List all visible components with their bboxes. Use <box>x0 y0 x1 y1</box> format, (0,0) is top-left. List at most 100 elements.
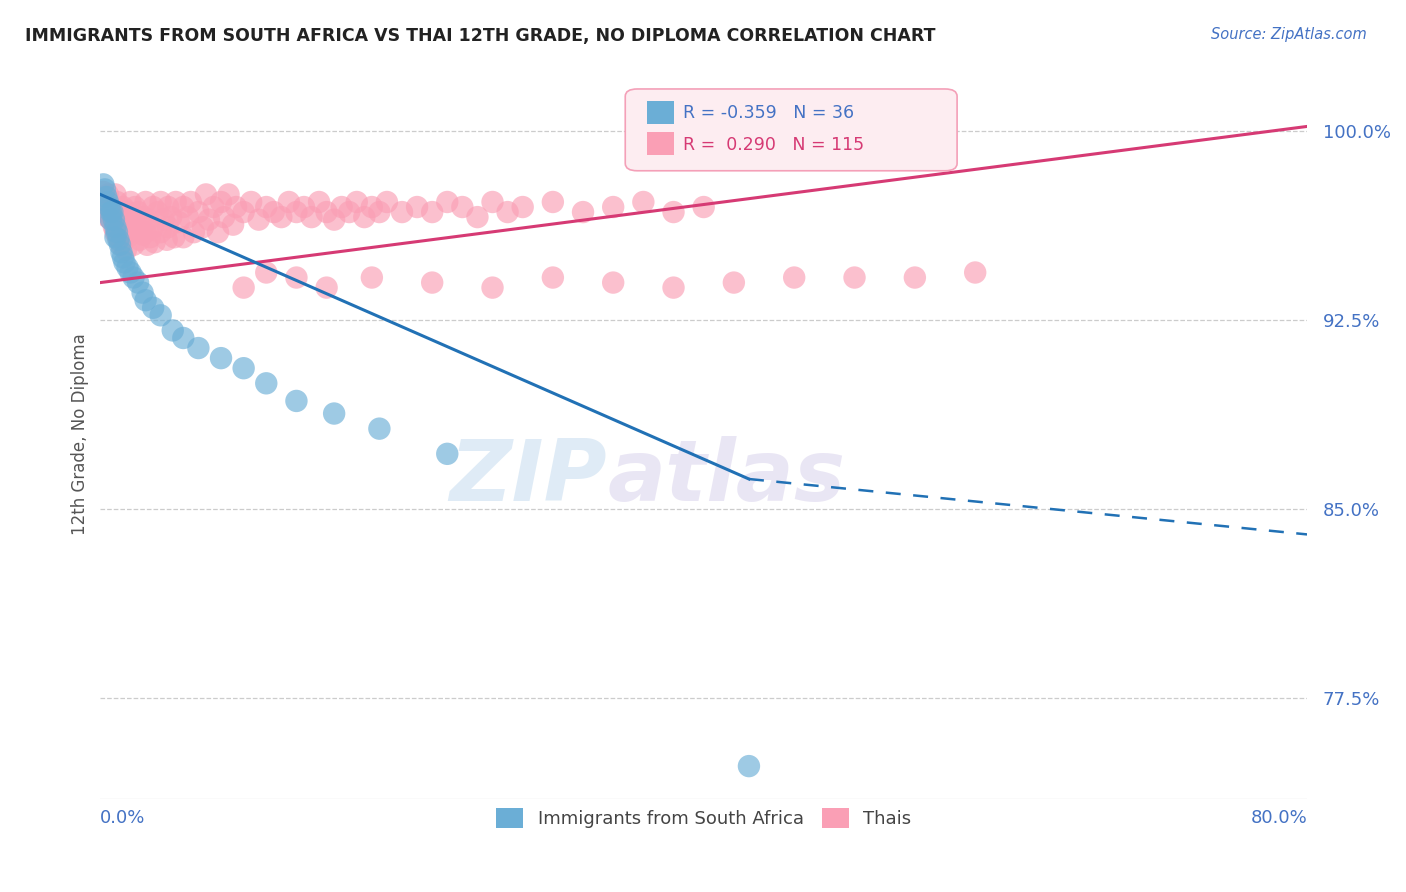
Point <box>198 212 221 227</box>
Point <box>142 220 165 235</box>
Point <box>111 200 134 214</box>
Point <box>107 205 129 219</box>
Point <box>139 230 162 244</box>
Point <box>965 266 987 280</box>
Point <box>121 212 143 227</box>
Point <box>114 255 136 269</box>
Point <box>692 200 714 214</box>
Point <box>420 276 443 290</box>
Point <box>346 194 368 209</box>
Point <box>156 233 179 247</box>
Point <box>132 210 155 224</box>
Point <box>662 205 685 219</box>
Point <box>120 266 142 280</box>
Point <box>149 308 172 322</box>
Point <box>177 210 200 224</box>
Point <box>187 341 209 355</box>
Point <box>103 212 125 227</box>
Point <box>94 194 117 209</box>
Point <box>127 276 149 290</box>
Text: atlas: atlas <box>607 436 845 519</box>
Point <box>183 225 205 239</box>
Point <box>104 220 127 235</box>
Point <box>149 225 172 239</box>
Point <box>263 205 285 219</box>
Point <box>110 237 132 252</box>
Point <box>315 280 337 294</box>
Point <box>496 205 519 219</box>
Point <box>254 376 277 391</box>
Point <box>209 194 232 209</box>
Point <box>662 280 685 294</box>
Point <box>541 270 564 285</box>
Point <box>360 270 382 285</box>
Point <box>633 194 655 209</box>
Point <box>292 200 315 214</box>
Point <box>172 230 194 244</box>
Point <box>436 447 458 461</box>
Point <box>481 194 503 209</box>
Point <box>285 393 308 408</box>
Point <box>111 225 134 239</box>
Point <box>157 200 180 214</box>
Point <box>602 276 624 290</box>
Point <box>117 260 139 275</box>
Point <box>104 230 127 244</box>
Point <box>368 422 391 436</box>
Point <box>232 205 254 219</box>
Point <box>104 225 127 239</box>
Point <box>783 270 806 285</box>
Point <box>110 245 132 260</box>
Point <box>122 270 145 285</box>
Point <box>120 194 142 209</box>
Point <box>277 194 299 209</box>
Point <box>904 270 927 285</box>
Point <box>187 205 209 219</box>
Point <box>101 205 124 219</box>
Bar <box>647 132 673 155</box>
Point <box>162 323 184 337</box>
Point <box>202 200 225 214</box>
Point <box>135 225 157 239</box>
Point <box>254 200 277 214</box>
Point <box>308 194 330 209</box>
Point <box>222 218 245 232</box>
Point <box>285 205 308 219</box>
Point <box>104 187 127 202</box>
Point <box>118 220 141 235</box>
Point <box>98 200 121 214</box>
Point <box>157 220 180 235</box>
Point <box>391 205 413 219</box>
Point <box>128 233 150 247</box>
Point <box>96 205 118 219</box>
Text: R = -0.359   N = 36: R = -0.359 N = 36 <box>683 104 855 122</box>
Point <box>330 200 353 214</box>
Point <box>467 210 489 224</box>
Point <box>172 331 194 345</box>
Point <box>512 200 534 214</box>
Point <box>129 218 152 232</box>
Point <box>93 185 115 199</box>
Point <box>117 230 139 244</box>
Point <box>167 215 190 229</box>
Point <box>124 200 146 214</box>
Point <box>572 205 595 219</box>
Point <box>103 220 125 235</box>
Point <box>406 200 429 214</box>
Point <box>111 251 134 265</box>
Point <box>108 237 131 252</box>
Point <box>180 194 202 209</box>
Point <box>125 220 148 235</box>
Point <box>240 194 263 209</box>
Text: 80.0%: 80.0% <box>1250 809 1308 827</box>
Point <box>254 266 277 280</box>
Point <box>368 205 391 219</box>
Text: ZIP: ZIP <box>450 436 607 519</box>
FancyBboxPatch shape <box>626 89 957 170</box>
Point <box>191 220 214 235</box>
Point <box>301 210 323 224</box>
Point <box>165 194 187 209</box>
Point <box>149 194 172 209</box>
Point <box>107 230 129 244</box>
Point <box>160 210 183 224</box>
